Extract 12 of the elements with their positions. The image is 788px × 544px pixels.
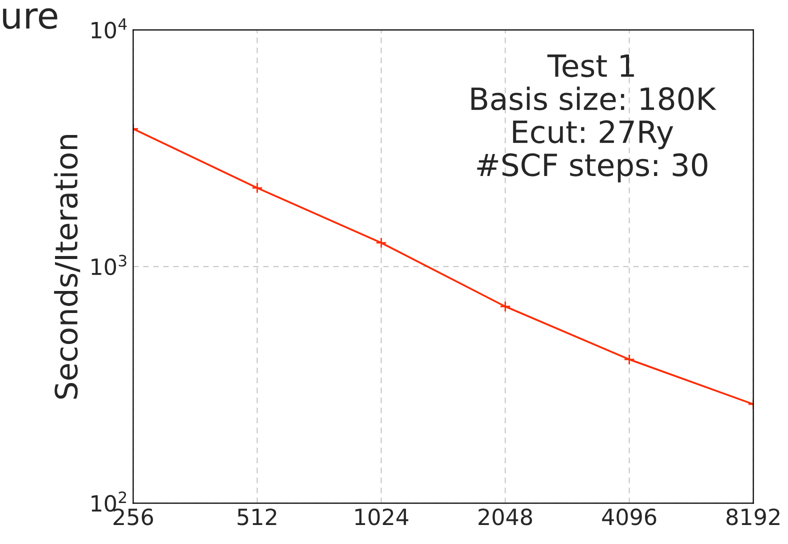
x-tick-label: 512 [238,508,276,526]
y-axis-title: Seconds/Iteration [54,135,80,399]
annotation: Test 1 Basis size: 180K Ecut: 27Ry #SCF steps: 30 [471,54,716,182]
y-tick-label: 10$^{4}$ [92,18,127,39]
x-tick-label: 2048 [478,508,532,526]
x-tick-label: 8192 [726,508,780,526]
x-tick-label: 1024 [355,508,408,526]
y-tick-label: 10$^{3}$ [92,254,126,276]
point [500,300,511,312]
point [376,237,387,248]
x-tick-label: 4096 [602,508,656,526]
chart-title: ure [3,8,58,30]
